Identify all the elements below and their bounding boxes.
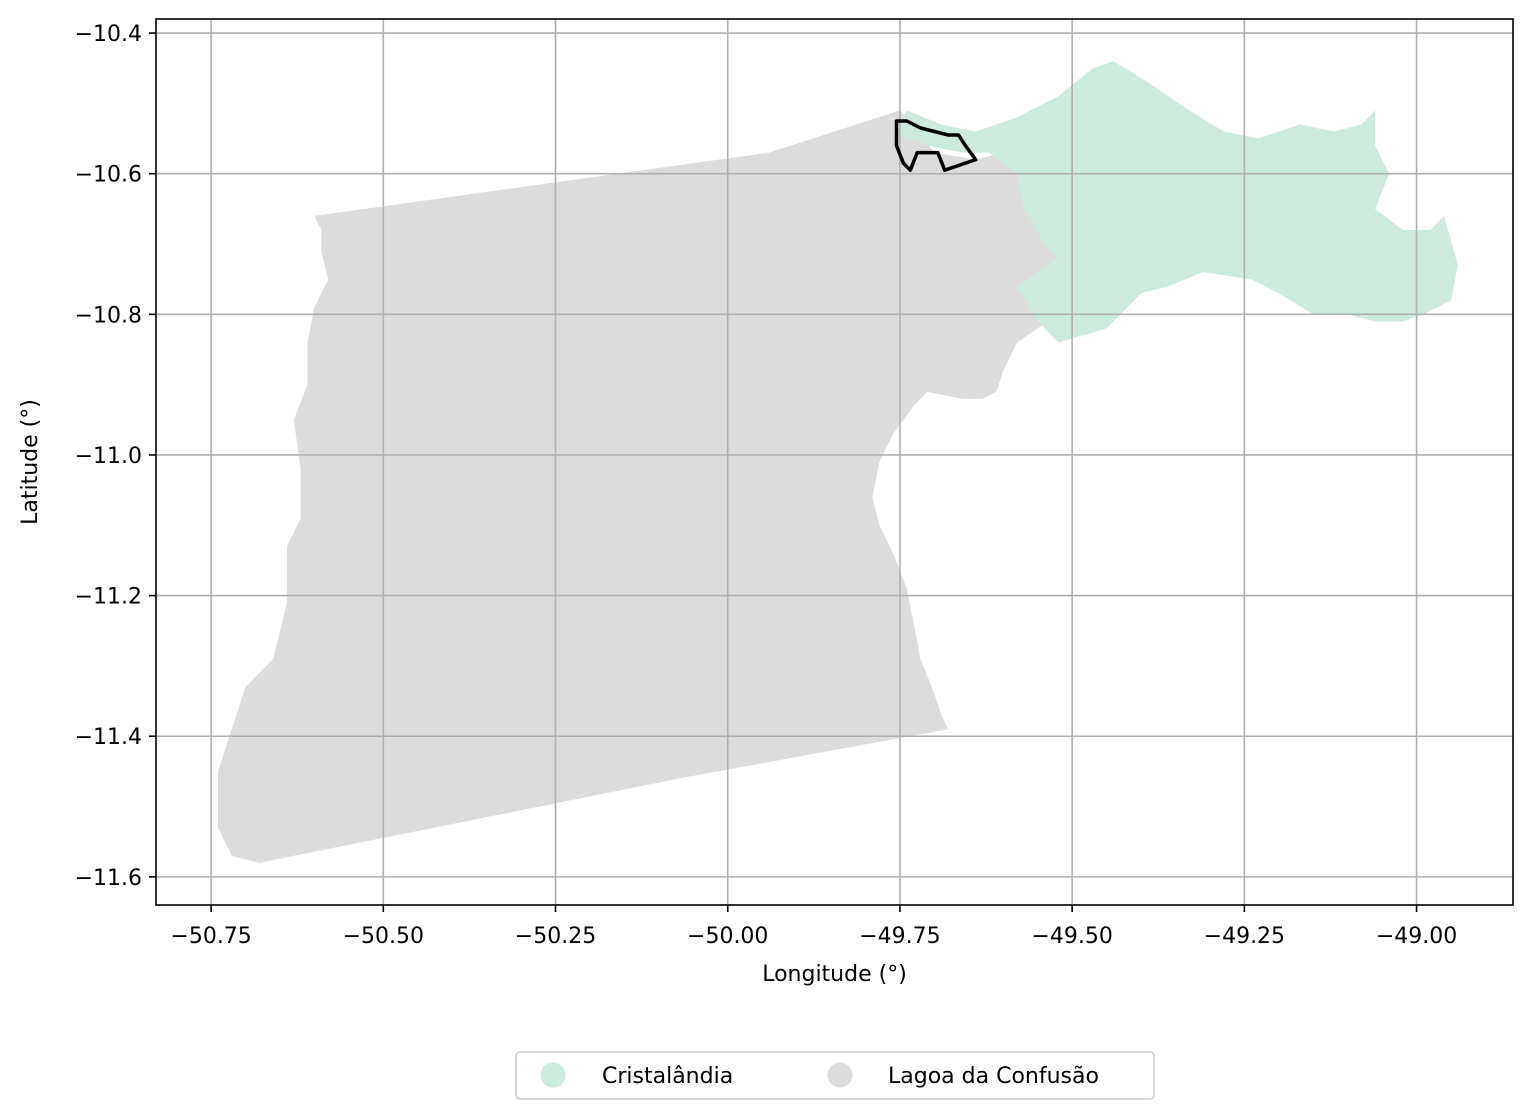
grid-layer [156,19,1513,905]
x-tick-label-7: −49.00 [1376,924,1457,949]
x-tick-label-0: −50.75 [170,924,251,949]
axes-frame [155,18,1514,906]
y-axis-title: Latitude (°) [18,399,43,525]
region-cristalandia [893,61,1458,343]
x-tick-label-5: −49.50 [1031,924,1112,949]
legend-marker-cristalandia [540,1062,566,1088]
legend-label-lagoa-da-confusao: Lagoa da Confusão [888,1064,1099,1089]
highlight-outline-layer [894,119,978,172]
x-tick-label-1: −50.50 [343,924,424,949]
y-axis-ticks: −10.4 −10.6 −10.8 −11.0 −11.2 −11.4 −11.6 [75,22,156,891]
y-tick-label-1: −10.6 [75,163,142,188]
highlighted-boundary-outline [894,119,978,172]
y-tick-label-0: −10.4 [75,22,142,47]
x-tick-label-3: −50.00 [687,924,768,949]
x-tick-label-6: −49.25 [1204,924,1285,949]
legend: Cristalândia Lagoa da Confusão [515,1051,1155,1100]
y-tick-label-2: −10.8 [75,303,142,328]
y-tick-label-4: −11.2 [75,585,142,610]
x-tick-label-2: −50.25 [515,924,596,949]
x-axis-title: Longitude (°) [762,962,907,987]
region-lagoa-da-confusao [218,110,1086,863]
y-tick-label-5: −11.4 [75,725,142,750]
x-tick-label-4: −49.75 [859,924,940,949]
x-axis-ticks: −50.75 −50.50 −50.25 −50.00 −49.75 −49.50 −49.… [170,905,1457,949]
y-tick-label-3: −11.0 [75,444,142,469]
plot-area [155,18,1514,906]
legend-marker-lagoa-da-confusao [827,1062,853,1088]
regions-layer [218,61,1458,863]
y-tick-label-6: −11.6 [75,866,142,891]
legend-label-cristalandia: Cristalândia [602,1064,733,1089]
